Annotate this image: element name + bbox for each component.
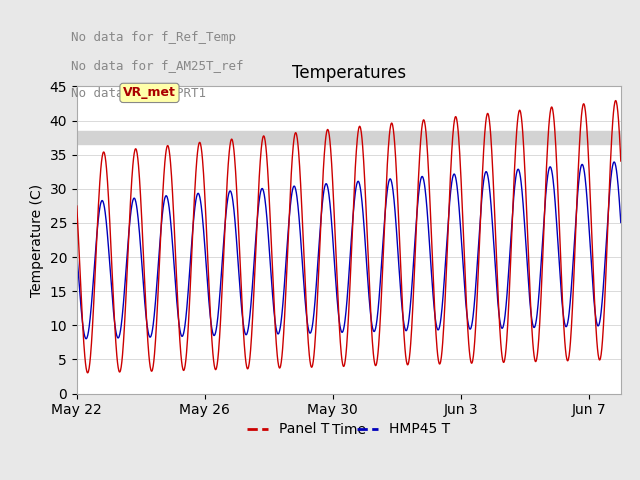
Text: No data for f_AM25T_ref: No data for f_AM25T_ref — [72, 59, 244, 72]
Text: No data for f_Ref_Temp: No data for f_Ref_Temp — [72, 31, 236, 44]
Y-axis label: Temperature (C): Temperature (C) — [30, 183, 44, 297]
Bar — [77, 131, 621, 144]
Text: VR_met: VR_met — [123, 86, 176, 99]
Legend: Panel T, HMP45 T: Panel T, HMP45 T — [242, 417, 456, 442]
Title: Temperatures: Temperatures — [292, 64, 406, 82]
Text: No data for f_PRT1: No data for f_PRT1 — [72, 86, 206, 99]
X-axis label: Time: Time — [332, 423, 366, 437]
